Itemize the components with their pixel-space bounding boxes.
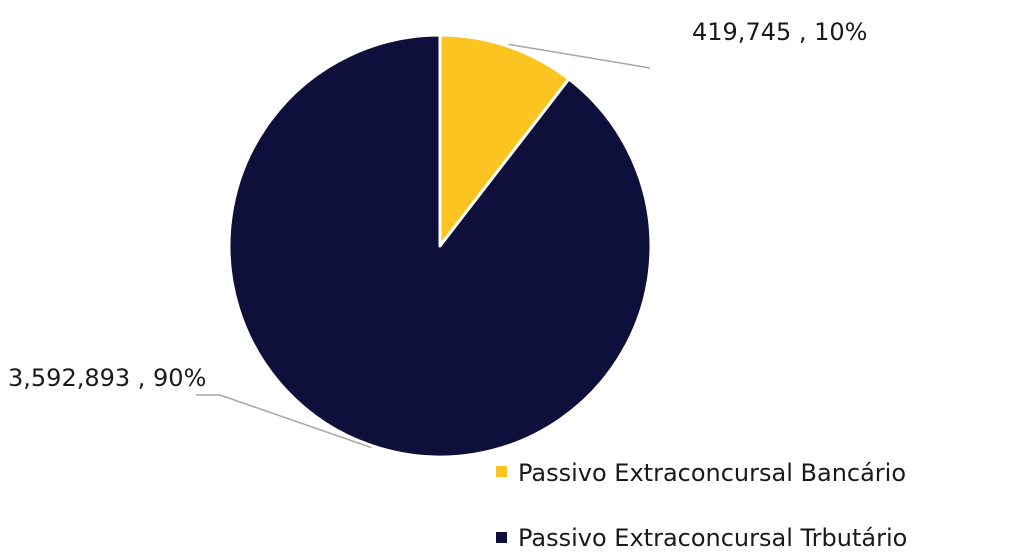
- data-label-bancario: 419,745 , 10%: [692, 18, 867, 46]
- legend-swatch-bancario: [496, 466, 507, 477]
- legend: Passivo Extraconcursal Bancário Passivo …: [496, 459, 907, 552]
- leader-line-tributario: [196, 394, 372, 449]
- legend-label-tributario: Passivo Extraconcursal Trbutário: [518, 524, 907, 550]
- pie-slices: [227, 33, 653, 459]
- legend-item-tributario: Passivo Extraconcursal Trbutário: [496, 524, 907, 552]
- pie-slice-tributario: [227, 33, 653, 459]
- legend-label-bancario: Passivo Extraconcursal Bancário: [518, 459, 906, 487]
- legend-swatch-tributario: [496, 532, 507, 543]
- legend-item-bancario: Passivo Extraconcursal Bancário: [496, 459, 906, 487]
- data-label-tributario: 3,592,893 , 90%: [8, 364, 206, 392]
- pie-slice-bancario: [438, 33, 571, 248]
- leader-lines: [196, 43, 651, 449]
- leader-line-bancario: [508, 43, 651, 69]
